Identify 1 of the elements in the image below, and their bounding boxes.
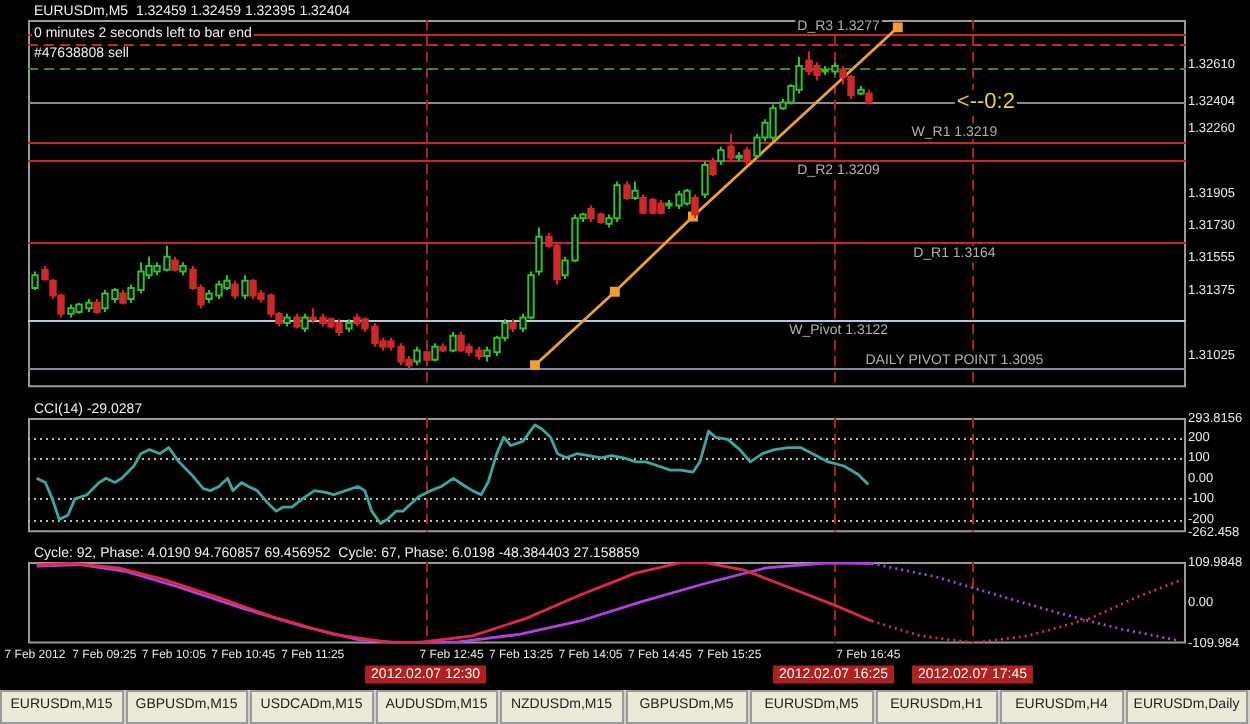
annotation: <--0:2 (956, 89, 1015, 114)
